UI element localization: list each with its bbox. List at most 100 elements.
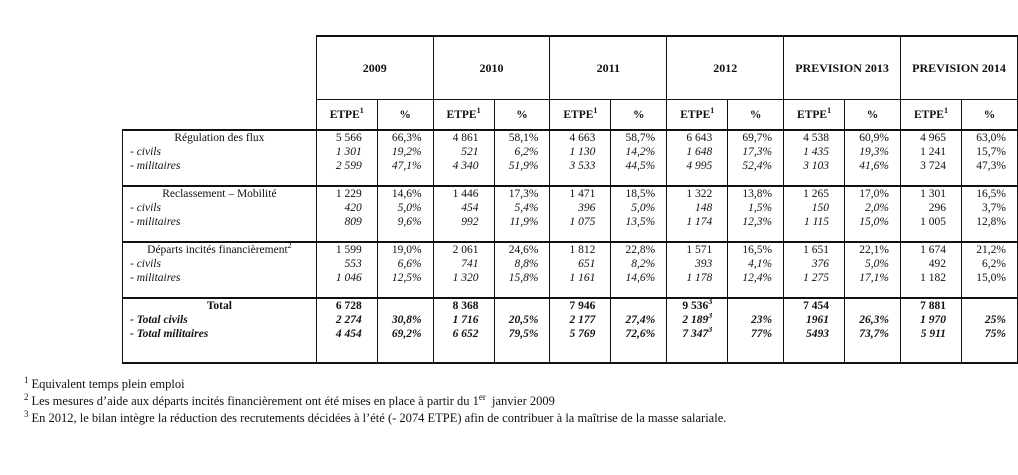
cell-etpe: 741: [432, 257, 495, 271]
spacer-cell: [493, 173, 551, 187]
cell-etpe: 1 651: [783, 241, 846, 257]
spacer-cell: [493, 285, 551, 299]
cell-pct: 3,7%: [960, 201, 1018, 215]
etpe-header: ETPE1: [549, 99, 612, 130]
year-header-2: 2010: [432, 35, 551, 100]
spacer-cell: [549, 173, 612, 187]
cell-pct: 60,9%: [844, 129, 901, 145]
cell-pct: 2,0%: [844, 201, 901, 215]
cell-etpe: 1 174: [666, 215, 729, 229]
cell-pct: 15,8%: [493, 271, 551, 285]
cell-etpe: 1 182: [900, 271, 962, 285]
spacer-cell: [960, 173, 1018, 187]
spacer-cell: [666, 173, 729, 187]
row-label: Total: [122, 297, 317, 313]
cell-etpe: 4 965: [900, 129, 962, 145]
row-label: - Total militaires: [122, 327, 317, 341]
etpe-header: ETPE1: [315, 99, 378, 130]
cell-etpe: 809: [315, 215, 378, 229]
spacer-cell: [432, 173, 495, 187]
cell-etpe: 4 538: [783, 129, 846, 145]
spacer-cell: [432, 229, 495, 243]
spacer-cell: [783, 341, 846, 364]
pct-header: %: [493, 99, 551, 130]
cell-etpe: 1 229: [315, 185, 378, 201]
cell-pct: 12,3%: [727, 215, 785, 229]
cell-etpe: 8 368: [432, 297, 495, 313]
spacer-cell: [783, 229, 846, 243]
pct-header: %: [610, 99, 668, 130]
cell-pct: 12,8%: [960, 215, 1018, 229]
cell-pct: 66,3%: [376, 129, 434, 145]
cell-pct: 9,6%: [376, 215, 434, 229]
cell-pct: 17,1%: [844, 271, 901, 285]
spacer-cell: [844, 285, 901, 299]
cell-etpe: 5 769: [549, 327, 612, 341]
cell-pct: 12,5%: [376, 271, 434, 285]
spacer-cell: [122, 229, 317, 243]
cell-pct: 6,2%: [960, 257, 1018, 271]
cell-etpe: 3 724: [900, 159, 962, 173]
spacer-cell: [783, 173, 846, 187]
cell-etpe: 1 716: [432, 313, 495, 327]
table-row: Reclassement – Mobilité 1 229 14,6% 1 446 17…: [122, 185, 1018, 201]
cell-etpe: 3 533: [549, 159, 612, 173]
corner-cell: [123, 100, 317, 131]
cell-etpe: 1 130: [549, 145, 612, 159]
cell-pct: 6,6%: [376, 257, 434, 271]
spacer-cell: [960, 341, 1018, 364]
cell-etpe: 9 5363: [666, 297, 729, 313]
cell-pct: 30,8%: [376, 313, 434, 327]
spacer-cell: [844, 229, 901, 243]
etpe-header: ETPE1: [900, 99, 962, 130]
spacer-cell: [727, 341, 785, 364]
cell-pct: 15,0%: [844, 215, 901, 229]
spacer-cell: [376, 341, 434, 364]
cell-pct: 13,5%: [610, 215, 668, 229]
cell-pct: 5,0%: [610, 201, 668, 215]
spacer-cell: [376, 173, 434, 187]
table-row: - civils 420 5,0% 454 5,4% 396 5,0% 148 1,5% 150 2…: [122, 201, 1018, 215]
cell-pct: 4,1%: [727, 257, 785, 271]
spacer-cell: [727, 173, 785, 187]
row-label: - militaires: [122, 215, 317, 229]
cell-etpe: 376: [783, 257, 846, 271]
cell-etpe: 1 161: [549, 271, 612, 285]
cell-pct: 5,4%: [493, 201, 551, 215]
cell-pct: 16,5%: [727, 241, 785, 257]
cell-etpe: 396: [549, 201, 612, 215]
spacer-cell: [610, 173, 668, 187]
cell-etpe: 1 674: [900, 241, 962, 257]
cell-etpe: 5 566: [315, 129, 378, 145]
cell-etpe: 2 274: [315, 313, 378, 327]
cell-pct: 77%: [727, 327, 785, 341]
cell-pct: [727, 297, 785, 313]
row-label: Départs incités financièrement2: [122, 241, 317, 257]
spacer-cell: [727, 229, 785, 243]
cell-etpe: 4 861: [432, 129, 495, 145]
cell-etpe: 1 322: [666, 185, 729, 201]
cell-pct: 19,0%: [376, 241, 434, 257]
etpe-header: ETPE1: [432, 99, 495, 130]
spacer-cell: [666, 285, 729, 299]
etpe-table: 2009 2010 2011 2012 PREVISION 2013 PREVISION …: [122, 35, 1018, 364]
cell-etpe: 7 946: [549, 297, 612, 313]
table-row: - civils 1 301 19,2% 521 6,2% 1 130 14,2% 1 648…: [122, 145, 1018, 159]
spacer-cell: [432, 341, 495, 364]
cell-etpe: 1 265: [783, 185, 846, 201]
cell-etpe: 4 995: [666, 159, 729, 173]
cell-etpe: 492: [900, 257, 962, 271]
table-row: - militaires 1 046 12,5% 1 320 15,8% 1 161 14,…: [122, 271, 1018, 285]
cell-pct: 47,3%: [960, 159, 1018, 173]
cell-etpe: 1 970: [900, 313, 962, 327]
cell-etpe: 1 648: [666, 145, 729, 159]
cell-pct: 79,5%: [493, 327, 551, 341]
cell-etpe: 150: [783, 201, 846, 215]
cell-etpe: 2 177: [549, 313, 612, 327]
year-header-row: 2009 2010 2011 2012 PREVISION 2013 PREVISION …: [123, 35, 1018, 100]
cell-pct: 51,9%: [493, 159, 551, 173]
cell-pct: 14,6%: [376, 185, 434, 201]
cell-etpe: 1961: [783, 313, 846, 327]
cell-pct: 25%: [960, 313, 1018, 327]
cell-pct: 13,8%: [727, 185, 785, 201]
